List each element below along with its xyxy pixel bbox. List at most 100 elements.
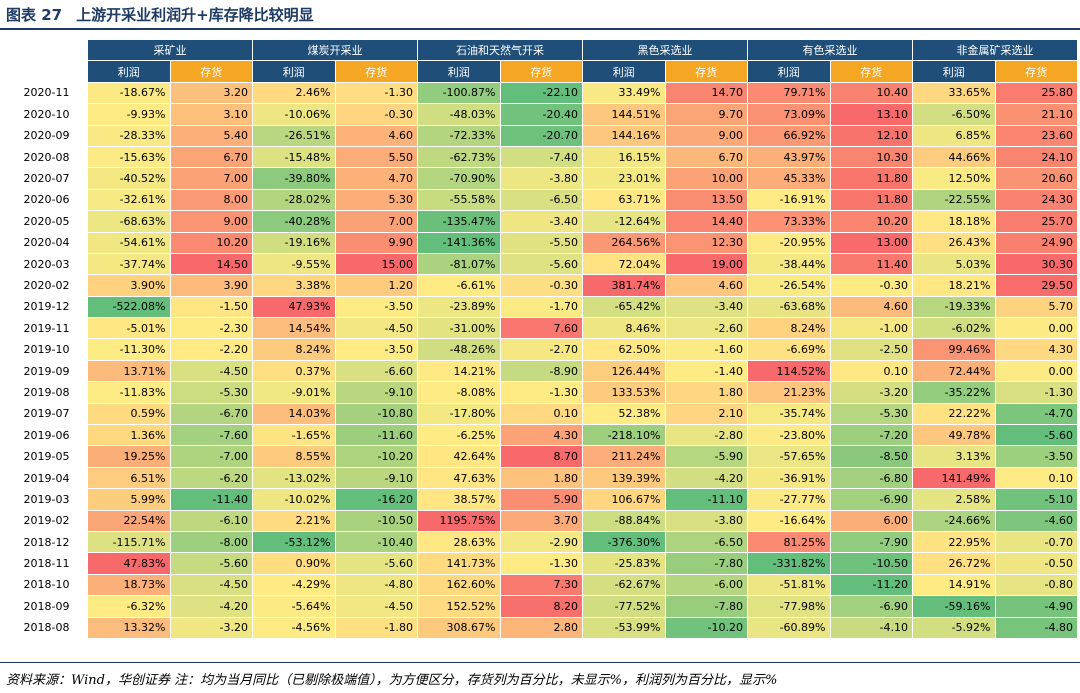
profit-cell: -19.33% (913, 296, 996, 319)
inventory-cell: 5.70 (995, 296, 1078, 319)
inventory-cell: 11.80 (830, 168, 913, 190)
profit-cell: -36.91% (748, 467, 831, 490)
profit-cell: -68.63% (88, 211, 171, 233)
inventory-subheader: 存货 (335, 61, 418, 83)
inventory-cell: -6.10 (170, 510, 253, 532)
inventory-cell: -7.90 (830, 531, 913, 554)
inventory-cell: 9.90 (335, 232, 418, 254)
profit-cell: 141.73% (418, 553, 501, 575)
profit-subheader: 利润 (253, 61, 336, 83)
profit-cell: 6.85% (913, 125, 996, 147)
inventory-cell: 5.30 (335, 189, 418, 212)
inventory-cell: -7.80 (665, 596, 748, 618)
profit-cell: -8.08% (418, 382, 501, 404)
profit-subheader: 利润 (583, 61, 666, 83)
profit-cell: -39.80% (253, 168, 336, 190)
inventory-cell: 14.50 (170, 253, 253, 276)
inventory-cell: -1.30 (335, 82, 418, 105)
inventory-cell: 14.70 (665, 82, 748, 105)
row-month-label: 2020-11 (6, 82, 88, 105)
inventory-cell: -11.60 (335, 425, 418, 447)
profit-cell: -62.67% (583, 574, 666, 597)
inventory-cell: 24.30 (995, 189, 1078, 212)
profit-subheader: 利润 (913, 61, 996, 83)
inventory-cell: -4.60 (995, 510, 1078, 532)
inventory-cell: 21.10 (995, 104, 1078, 126)
profit-cell: -141.36% (418, 232, 501, 254)
inventory-cell: -8.90 (500, 360, 583, 383)
profit-cell: 26.43% (913, 232, 996, 254)
profit-cell: -18.67% (88, 82, 171, 105)
table-row: 2019-09 13.71% -4.50 0.37% -6.60 14.21% -8.90 1… (6, 360, 1078, 383)
profit-cell: 33.65% (913, 82, 996, 105)
inventory-cell: 1.20 (335, 275, 418, 297)
profit-cell: -60.89% (748, 617, 831, 639)
profit-cell: -35.74% (748, 403, 831, 426)
row-month-label: 2019-06 (6, 425, 88, 447)
table-row: 2020-07 -40.52% 7.00 -39.80% 4.70 -70.90% -3.8… (6, 168, 1078, 190)
profit-cell: -5.01% (88, 318, 171, 340)
group-header: 黑色采选业 (583, 40, 748, 62)
profit-cell: -4.56% (253, 617, 336, 639)
row-month-label: 2020-05 (6, 211, 88, 233)
inventory-cell: 10.20 (830, 211, 913, 233)
profit-cell: -38.44% (748, 253, 831, 276)
inventory-cell: -4.50 (335, 318, 418, 340)
profit-cell: 28.63% (418, 531, 501, 554)
inventory-cell: -3.80 (665, 510, 748, 532)
row-month-label: 2020-07 (6, 168, 88, 190)
inventory-cell: 15.00 (335, 253, 418, 276)
inventory-cell: -20.70 (500, 125, 583, 147)
table-row: 2018-10 18.73% -4.50 -4.29% -4.80 162.60% 7.30… (6, 574, 1078, 597)
profit-cell: 38.57% (418, 489, 501, 511)
profit-cell: 14.54% (253, 318, 336, 340)
profit-cell: -28.02% (253, 189, 336, 212)
profit-cell: -31.00% (418, 318, 501, 340)
inventory-cell: -1.80 (335, 617, 418, 639)
profit-cell: -11.30% (88, 339, 171, 361)
inventory-cell: 23.60 (995, 125, 1078, 147)
figure-number: 图表 27 (6, 5, 63, 24)
inventory-cell: -7.40 (500, 146, 583, 169)
inventory-cell: -20.40 (500, 104, 583, 126)
inventory-cell: 13.10 (830, 104, 913, 126)
inventory-cell: -6.50 (665, 531, 748, 554)
profit-cell: -5.92% (913, 617, 996, 639)
inventory-cell: 1.80 (665, 382, 748, 404)
profit-cell: 19.25% (88, 446, 171, 468)
inventory-cell: 2.10 (665, 403, 748, 426)
inventory-cell: -3.20 (830, 382, 913, 404)
profit-cell: 308.67% (418, 617, 501, 639)
profit-cell: 8.46% (583, 318, 666, 340)
inventory-cell: -7.00 (170, 446, 253, 468)
profit-cell: -6.50% (913, 104, 996, 126)
profit-cell: 52.38% (583, 403, 666, 426)
inventory-cell: 3.10 (170, 104, 253, 126)
inventory-cell: 3.90 (170, 275, 253, 297)
profit-cell: -6.32% (88, 596, 171, 618)
profit-cell: -1.65% (253, 425, 336, 447)
inventory-cell: 3.20 (170, 82, 253, 105)
row-month-label: 2018-12 (6, 531, 88, 554)
profit-cell: -35.22% (913, 382, 996, 404)
row-month-label: 2019-08 (6, 382, 88, 404)
inventory-cell: -10.20 (665, 617, 748, 639)
inventory-cell: 13.50 (665, 189, 748, 212)
row-month-label: 2020-08 (6, 146, 88, 169)
profit-cell: 139.39% (583, 467, 666, 490)
table-row: 2019-05 19.25% -7.00 8.55% -10.20 42.64% 8.70 2… (6, 446, 1078, 468)
inventory-cell: 11.40 (830, 253, 913, 276)
profit-cell: 14.91% (913, 574, 996, 597)
profit-subheader: 利润 (748, 61, 831, 83)
profit-cell: 141.49% (913, 467, 996, 490)
table-row: 2020-04 -54.61% 10.20 -19.16% 9.90 -141.36% -5… (6, 232, 1078, 254)
row-month-label: 2019-11 (6, 318, 88, 340)
table-row: 2018-09 -6.32% -4.20 -5.64% -4.50 152.52% 8.20… (6, 596, 1078, 618)
inventory-subheader: 存货 (995, 61, 1078, 83)
profit-cell: 44.66% (913, 146, 996, 169)
inventory-cell: 5.50 (335, 146, 418, 169)
inventory-cell: -6.90 (830, 596, 913, 618)
inventory-cell: -2.60 (665, 318, 748, 340)
row-month-label: 2018-11 (6, 553, 88, 575)
inventory-cell: -4.50 (170, 360, 253, 383)
